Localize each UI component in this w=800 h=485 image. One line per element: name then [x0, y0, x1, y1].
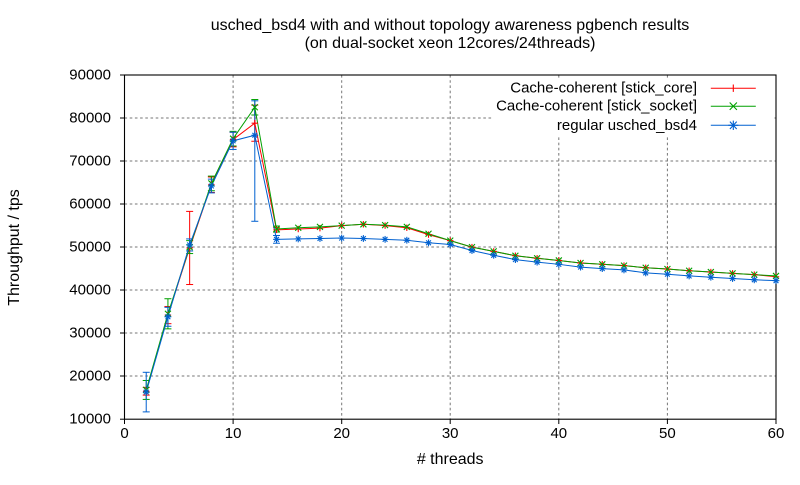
svg-text:0: 0	[120, 425, 128, 442]
svg-text:Cache-coherent [stick_socket]: Cache-coherent [stick_socket]	[496, 98, 697, 115]
svg-text:regular usched_bsd4: regular usched_bsd4	[557, 117, 697, 134]
svg-text:10: 10	[225, 425, 242, 442]
svg-text:50000: 50000	[69, 239, 111, 256]
svg-text:30000: 30000	[69, 325, 111, 342]
svg-text:30: 30	[442, 425, 459, 442]
svg-text:50: 50	[659, 425, 676, 442]
svg-text:(on dual-socket xeon 12cores/2: (on dual-socket xeon 12cores/24threads)	[305, 35, 596, 52]
svg-text:# threads: # threads	[417, 451, 484, 468]
svg-text:usched_bsd4 with and without t: usched_bsd4 with and without topology aw…	[211, 17, 690, 34]
svg-text:60: 60	[768, 425, 785, 442]
svg-text:40: 40	[550, 425, 567, 442]
svg-text:70000: 70000	[69, 153, 111, 170]
svg-text:10000: 10000	[69, 411, 111, 428]
svg-text:20: 20	[333, 425, 350, 442]
svg-text:60000: 60000	[69, 196, 111, 213]
svg-text:20000: 20000	[69, 368, 111, 385]
svg-text:80000: 80000	[69, 110, 111, 127]
svg-text:40000: 40000	[69, 282, 111, 299]
svg-text:90000: 90000	[69, 67, 111, 84]
svg-text:Throughput / tps: Throughput / tps	[6, 189, 23, 306]
svg-text:Cache-coherent [stick_core]: Cache-coherent [stick_core]	[510, 80, 697, 97]
